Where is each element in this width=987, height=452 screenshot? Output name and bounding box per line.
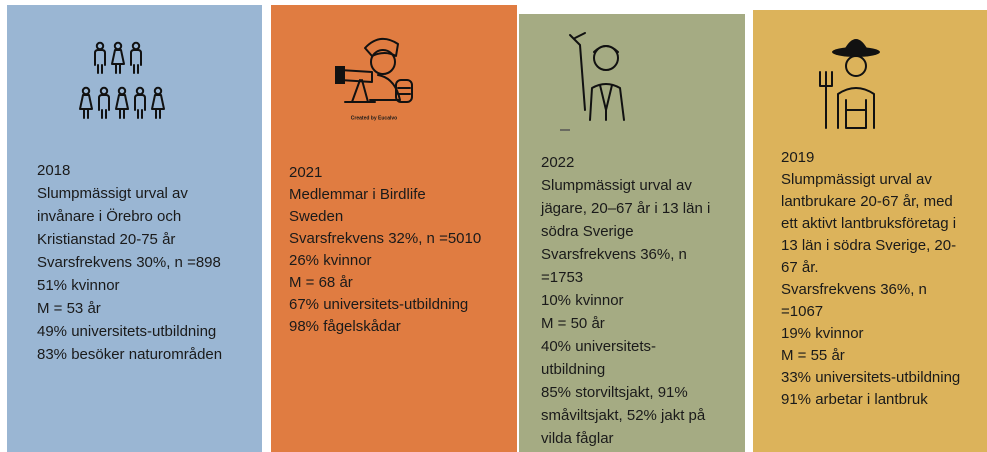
panel-text-line: lantbrukare 20-67 år, med: [781, 193, 953, 210]
panel-text-line: Svarsfrekvens 32%, n =5010: [289, 230, 481, 247]
panel-text-line: M = 68 år: [289, 274, 353, 291]
panel-text-line: 40% universitets-: [541, 338, 656, 355]
panel-text-line: Sweden: [289, 208, 343, 225]
panel-text-line: 67 år.: [781, 259, 819, 276]
panel-text-line: invånare i Örebro och: [37, 207, 181, 225]
panel-year: 2018: [37, 162, 70, 179]
panel-background: [271, 5, 517, 452]
panel-text-line: Svarsfrekvens 36%, n: [781, 281, 927, 298]
panel-text-line: ett aktivt lantbruksföretag i: [781, 215, 956, 232]
panel-text-line: 10% kvinnor: [541, 292, 624, 309]
panel-text-line: vilda fåglar: [541, 430, 614, 447]
panel-text-line: Kristianstad 20-75 år: [37, 231, 175, 248]
panel-text-line: Svarsfrekvens 36%, n: [541, 246, 687, 263]
panel-text-line: södra Sverige: [541, 223, 634, 240]
slide: Created by Eucalvo 2018 Slumpmässigt urva…: [0, 0, 987, 452]
panel-text-line: M = 50 år: [541, 315, 605, 332]
panel-text-line: Slumpmässigt urval av: [37, 185, 188, 202]
panel-year: 2021: [289, 164, 322, 181]
panel-text-line: 83% besöker naturområden: [37, 346, 222, 363]
panel-text-line: 33% universitets-utbildning: [781, 369, 960, 386]
panel-year: 2019: [781, 149, 814, 166]
panel-text-line: utbildning: [541, 361, 605, 378]
panel-text-line: 91% arbetar i lantbruk: [781, 391, 928, 408]
panel-text-line: 49% universitets-utbildning: [37, 323, 216, 340]
panel-text-line: 85% storviltsjakt, 91%: [541, 384, 688, 401]
panel-text-line: Medlemmar i Birdlife: [289, 186, 426, 203]
panel-year: 2022: [541, 154, 574, 171]
panel-text-line: 98% fågelskådar: [289, 318, 401, 335]
panel-text-line: Svarsfrekvens 30%, n =898: [37, 254, 221, 271]
panel-text-line: =1753: [541, 269, 583, 286]
panel-text-line: småviltsjakt, 52% jakt på: [541, 407, 706, 424]
panel-text-line: 26% kvinnor: [289, 252, 372, 269]
panel-text-line: Slumpmässigt urval av: [781, 171, 932, 188]
panel-text-line: 19% kvinnor: [781, 325, 864, 342]
panel-text-line: =1067: [781, 303, 823, 320]
icon-credit: Created by Eucalvo: [351, 115, 397, 121]
panel-text-line: 67% universitets-utbildning: [289, 296, 468, 313]
panel-text-line: 51% kvinnor: [37, 277, 120, 294]
panel-text-line: Slumpmässigt urval av: [541, 177, 692, 194]
panel-text-line: M = 55 år: [781, 347, 845, 364]
panel-text-line: 13 län i södra Sverige, 20-: [781, 237, 956, 254]
panel-text-line: jägare, 20–67 år i 13 län i: [540, 200, 710, 217]
panel-text-line: M = 53 år: [37, 300, 101, 317]
